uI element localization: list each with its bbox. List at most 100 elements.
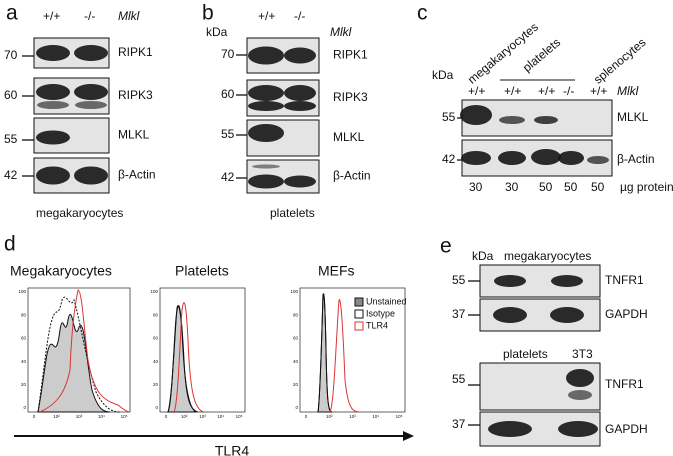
histogram-isotype xyxy=(37,296,121,413)
band xyxy=(248,46,284,65)
y-tick-label: 60 xyxy=(293,336,299,341)
histogram-tlr4 xyxy=(39,289,131,413)
legend-entry: TLR4 xyxy=(366,320,388,330)
band xyxy=(284,175,316,188)
band xyxy=(284,85,316,101)
band xyxy=(74,84,108,100)
legend-swatch xyxy=(354,297,364,307)
protein: RIPK1 xyxy=(118,45,153,59)
band xyxy=(493,307,527,323)
histogram-tlr4 xyxy=(173,302,205,413)
kda-header: kDa xyxy=(472,249,494,263)
y-tick-label: 100 xyxy=(150,289,158,294)
protein: β-Actin xyxy=(333,169,371,183)
band xyxy=(37,101,69,109)
y-tick-label: 80 xyxy=(21,312,27,317)
sample: megakaryocytes xyxy=(504,249,591,263)
x-tick-label: 0 xyxy=(33,414,36,419)
sample: platelets xyxy=(503,347,548,361)
genotype: +/+ xyxy=(590,84,607,98)
band xyxy=(248,85,284,101)
x-tick-label: 10⁵ xyxy=(121,414,128,419)
legend-entry: Isotype xyxy=(366,308,395,318)
genotype: +/+ xyxy=(43,9,60,23)
band xyxy=(558,151,584,165)
genotype: -/- xyxy=(563,84,574,98)
plot-title: Platelets xyxy=(175,263,229,279)
panel-label: e xyxy=(440,235,452,258)
panel-label: c xyxy=(417,2,428,25)
kda: 37 xyxy=(452,307,466,321)
histogram-unstained xyxy=(167,305,197,413)
band xyxy=(36,130,70,145)
band xyxy=(460,105,492,125)
plot-frame xyxy=(299,287,406,413)
sample: megakaryocytes xyxy=(465,20,541,87)
y-tick-label: 20 xyxy=(153,382,159,387)
y-tick-label: 60 xyxy=(153,336,159,341)
amount: 30 xyxy=(505,180,519,194)
y-tick-label: 20 xyxy=(293,382,299,387)
band xyxy=(36,166,70,185)
protein: GAPDH xyxy=(605,307,648,321)
kda: 55 xyxy=(442,110,456,124)
band xyxy=(568,390,592,400)
kda: 60 xyxy=(4,88,18,102)
band xyxy=(248,101,284,111)
protein: RIPK1 xyxy=(333,48,368,62)
x-tick-label: 0 xyxy=(165,414,168,419)
kda: 55 xyxy=(4,132,18,146)
histogram-tlr4 xyxy=(329,299,361,413)
band xyxy=(587,156,609,164)
y-tick-label: 0 xyxy=(155,405,158,410)
protein: TNFR1 xyxy=(605,377,644,391)
band xyxy=(498,151,526,165)
band xyxy=(248,174,284,189)
histogram-isotype xyxy=(317,293,333,413)
band xyxy=(499,116,525,124)
protein: β-Actin xyxy=(118,168,156,182)
kda: 55 xyxy=(452,273,466,287)
band xyxy=(488,421,532,437)
x-tick-label: 0 xyxy=(305,414,308,419)
band xyxy=(248,124,284,142)
amount: 50 xyxy=(539,180,553,194)
legend-swatch xyxy=(354,321,364,331)
kda: 60 xyxy=(221,87,235,101)
amount: 30 xyxy=(469,180,483,194)
legend-swatch xyxy=(354,309,364,319)
plot-title: Megakaryocytes xyxy=(10,263,112,279)
protein: RIPK3 xyxy=(118,88,153,102)
band xyxy=(284,47,316,64)
legend-entry: Unstained xyxy=(366,296,407,306)
y-tick-label: 20 xyxy=(21,382,27,387)
x-tick-label: 10³ xyxy=(349,414,356,419)
sample: splenocytes xyxy=(591,35,649,86)
unit: µg protein xyxy=(620,180,673,194)
panel-label: b xyxy=(202,2,214,25)
kda: 42 xyxy=(221,170,235,184)
genotype: +/+ xyxy=(538,84,555,98)
axis-title: TLR4 xyxy=(215,443,249,456)
protein: MLKL xyxy=(617,110,649,124)
x-tick-label: 10² xyxy=(181,414,188,419)
caption: platelets xyxy=(270,206,315,220)
x-tick-label: 10² xyxy=(53,414,60,419)
band xyxy=(550,307,584,323)
band xyxy=(74,166,108,185)
kda: 37 xyxy=(452,417,466,431)
band xyxy=(75,101,107,109)
kda: 55 xyxy=(221,127,235,141)
kda: 70 xyxy=(221,47,235,61)
histogram-isotype xyxy=(167,305,199,413)
amount: 50 xyxy=(564,180,578,194)
y-tick-label: 80 xyxy=(153,312,159,317)
y-tick-label: 100 xyxy=(290,289,298,294)
protein: β-Actin xyxy=(617,152,655,166)
band xyxy=(558,421,598,437)
genotype: +/+ xyxy=(468,84,485,98)
y-tick-label: 40 xyxy=(153,359,159,364)
x-tick-label: 10⁴ xyxy=(217,414,224,419)
y-tick-label: 40 xyxy=(293,359,299,364)
